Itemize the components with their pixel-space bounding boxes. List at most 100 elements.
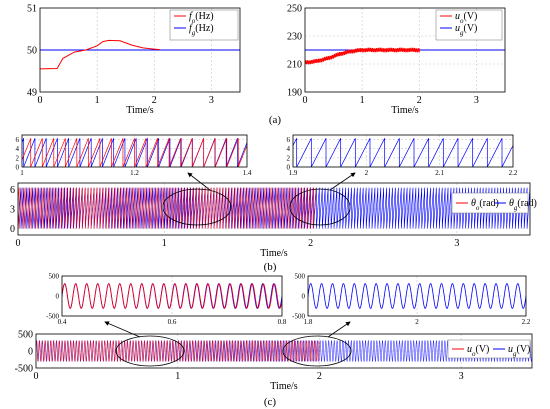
zoom-arrow-b2 (329, 172, 356, 191)
series-line-uo (62, 283, 282, 309)
y-tick-label: 2 (16, 154, 20, 162)
plot-frame (304, 7, 506, 93)
zoom-ellipse-b1 (162, 188, 232, 226)
x-tick-label: 2.2 (509, 169, 518, 177)
zoom-arrow-b1 (187, 172, 211, 191)
chart-a-left-frequency: 0 1 2 3 49 50 51 Time/s fo(Hz)fg(Hz) (27, 4, 241, 116)
y-tick-label: 2 (287, 154, 291, 162)
x-tick-label: 0 (34, 371, 39, 382)
y-tick-label: 0 (28, 347, 33, 358)
chart-b-main-phase: 0 1 2 3 0 3 6 Time/s θo(rad) θg(rad) (10, 182, 537, 259)
legend-label-g: ug(V) (455, 23, 477, 37)
x-axis-label: Time/s (270, 381, 298, 392)
y-tick-label: 250 (287, 4, 302, 15)
plot-area (40, 39, 240, 70)
plot-frame (17, 182, 531, 236)
x-tick-label: 0.8 (278, 318, 287, 326)
y-tick-label: -500 (292, 312, 305, 320)
zoom-ellipse-c1 (115, 335, 185, 367)
x-tick-label: 2 (415, 318, 419, 326)
y-tick-label: 4 (287, 145, 291, 153)
x-tick-label: 1 (175, 371, 180, 382)
y-tick-label: 3 (10, 205, 15, 216)
y-tick-label: 500 (49, 272, 60, 280)
zoom-arrow-c1 (104, 321, 141, 338)
x-tick-label: 1.8 (304, 318, 313, 326)
x-tick-label: 3 (454, 238, 459, 249)
zoom-annotations (104, 172, 356, 367)
x-tick-label: 2.2 (522, 318, 531, 326)
y-tick-label: 230 (287, 32, 302, 43)
zoom-ellipse-b2 (289, 188, 351, 226)
x-tick-label: 2 (317, 371, 322, 382)
legend-box (451, 192, 529, 214)
plot-area (293, 138, 513, 167)
plot-area (62, 283, 282, 309)
legend-label-o: fo(Hz) (189, 11, 214, 25)
chart-c-zoom-2: 1.8 2 2.2 -500 0 500 (292, 272, 531, 326)
y-tick-label: 50 (27, 46, 37, 57)
y-tick-label: 210 (287, 60, 302, 71)
plot-frame (61, 275, 283, 317)
plot-area (308, 283, 526, 309)
y-tick-label: 0 (302, 292, 306, 300)
x-tick-label: 1 (95, 95, 100, 106)
legend-box (169, 9, 239, 41)
x-tick-label: 3 (474, 95, 479, 106)
plot-area (18, 187, 530, 229)
series-line-theta-o (18, 187, 317, 229)
series-line-fo (40, 39, 161, 70)
x-tick-label: 0.6 (168, 318, 177, 326)
panel-label-c: (c) (264, 396, 277, 408)
series-line-uo (305, 47, 420, 65)
y-tick-label: 190 (287, 88, 302, 99)
legend-label-g: ug(V) (508, 344, 530, 358)
zoom-ellipse-c2 (282, 335, 352, 367)
chart-c-zoom-1: 0.4 0.6 0.8 -500 0 500 (46, 272, 287, 326)
x-axis-label: Time/s (126, 105, 154, 116)
legend-box (435, 9, 503, 41)
y-tick-label: 0 (10, 224, 15, 235)
y-tick-label: 49 (27, 88, 37, 99)
x-tick-label: 0 (38, 95, 43, 106)
y-tick-label: -500 (46, 312, 59, 320)
x-tick-label: 2 (365, 169, 369, 177)
y-tick-label: 0 (16, 163, 20, 171)
y-tick-label: 0 (56, 292, 60, 300)
x-tick-label: 2 (152, 95, 157, 106)
legend-label-o: uo(V) (455, 11, 477, 25)
zoom-arrow-c2 (327, 321, 351, 338)
y-tick-label: 6 (10, 185, 15, 196)
plot-frame (39, 7, 241, 93)
panel-label-b: (b) (264, 261, 277, 273)
legend-label-g: θg(rad) (509, 198, 537, 212)
x-axis-label: Time/s (260, 248, 288, 259)
legend-box (447, 339, 531, 359)
panel-label-a: (a) (269, 114, 282, 126)
legend-label-g: fg(Hz) (189, 23, 214, 37)
y-tick-label: -500 (15, 364, 33, 375)
x-tick-label: 0 (16, 238, 21, 249)
series-line-theta-o (22, 138, 247, 167)
y-tick-label: 51 (27, 4, 37, 15)
y-tick-label: 6 (287, 136, 291, 144)
plot-frame (35, 333, 533, 369)
y-tick-label: 500 (295, 272, 306, 280)
plot-frame (21, 134, 248, 168)
x-tick-label: 1 (20, 169, 24, 177)
x-tick-label: 1 (162, 238, 167, 249)
series-line-theta-g (293, 138, 513, 167)
series-line-uo (36, 339, 320, 363)
x-axis-label: Time/s (391, 105, 419, 116)
x-tick-label: 3 (209, 95, 214, 106)
x-tick-label: 1 (360, 95, 365, 106)
plot-frame (292, 134, 514, 168)
plot-area (36, 339, 532, 363)
x-tick-label: 2 (417, 95, 422, 106)
plot-background (293, 135, 513, 167)
legend-label-o: uo(V) (467, 344, 489, 358)
